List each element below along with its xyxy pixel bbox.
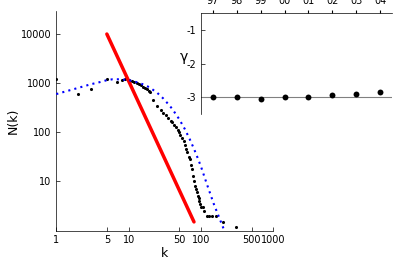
- Point: [178, 136, 185, 140]
- Point: [195, 196, 201, 201]
- Point: [206, 214, 212, 218]
- Point: [376, 90, 382, 94]
- Point: [53, 77, 59, 81]
- Point: [125, 78, 132, 82]
- Point: [257, 97, 263, 101]
- Point: [177, 132, 183, 137]
- Y-axis label: N(k): N(k): [6, 107, 19, 134]
- Point: [140, 85, 146, 89]
- Point: [131, 80, 137, 84]
- Point: [185, 154, 192, 159]
- Point: [328, 93, 335, 98]
- Point: [196, 199, 202, 203]
- Point: [122, 77, 128, 81]
- Point: [172, 125, 179, 129]
- Point: [171, 123, 177, 127]
- Point: [145, 89, 152, 93]
- Point: [191, 184, 198, 188]
- Point: [209, 95, 216, 99]
- Point: [232, 224, 238, 229]
- Point: [142, 86, 148, 90]
- Point: [219, 220, 225, 224]
- Point: [134, 81, 140, 85]
- Point: [190, 174, 196, 178]
- Point: [103, 77, 110, 81]
- Point: [181, 143, 188, 147]
- Point: [200, 209, 207, 213]
- Point: [180, 139, 186, 144]
- Point: [87, 87, 94, 91]
- Point: [197, 205, 204, 209]
- Point: [208, 214, 214, 218]
- Y-axis label: γ: γ: [179, 50, 187, 64]
- Point: [190, 179, 197, 184]
- Point: [184, 150, 190, 154]
- Point: [186, 157, 192, 162]
- Point: [162, 113, 169, 118]
- Point: [136, 82, 142, 86]
- Point: [118, 78, 125, 82]
- Point: [160, 111, 166, 115]
- Point: [157, 108, 164, 112]
- Point: [304, 95, 311, 99]
- Point: [174, 128, 181, 132]
- Point: [194, 194, 200, 198]
- Point: [176, 130, 182, 134]
- Point: [147, 90, 153, 95]
- Point: [138, 83, 144, 87]
- Point: [281, 95, 287, 99]
- Point: [75, 92, 81, 96]
- Point: [154, 103, 160, 108]
- Point: [199, 205, 205, 209]
- Point: [203, 214, 209, 218]
- Point: [164, 115, 171, 120]
- Point: [192, 187, 198, 191]
- Point: [114, 80, 120, 84]
- Point: [188, 167, 195, 171]
- Point: [352, 92, 358, 96]
- Point: [144, 87, 150, 91]
- Point: [196, 202, 203, 206]
- Point: [128, 79, 134, 83]
- Point: [167, 119, 173, 123]
- Point: [168, 120, 175, 124]
- Point: [193, 190, 200, 195]
- Point: [233, 95, 239, 99]
- Point: [187, 162, 193, 167]
- Point: [150, 98, 156, 102]
- Point: [212, 214, 219, 218]
- X-axis label: k: k: [161, 247, 168, 260]
- Point: [183, 147, 189, 152]
